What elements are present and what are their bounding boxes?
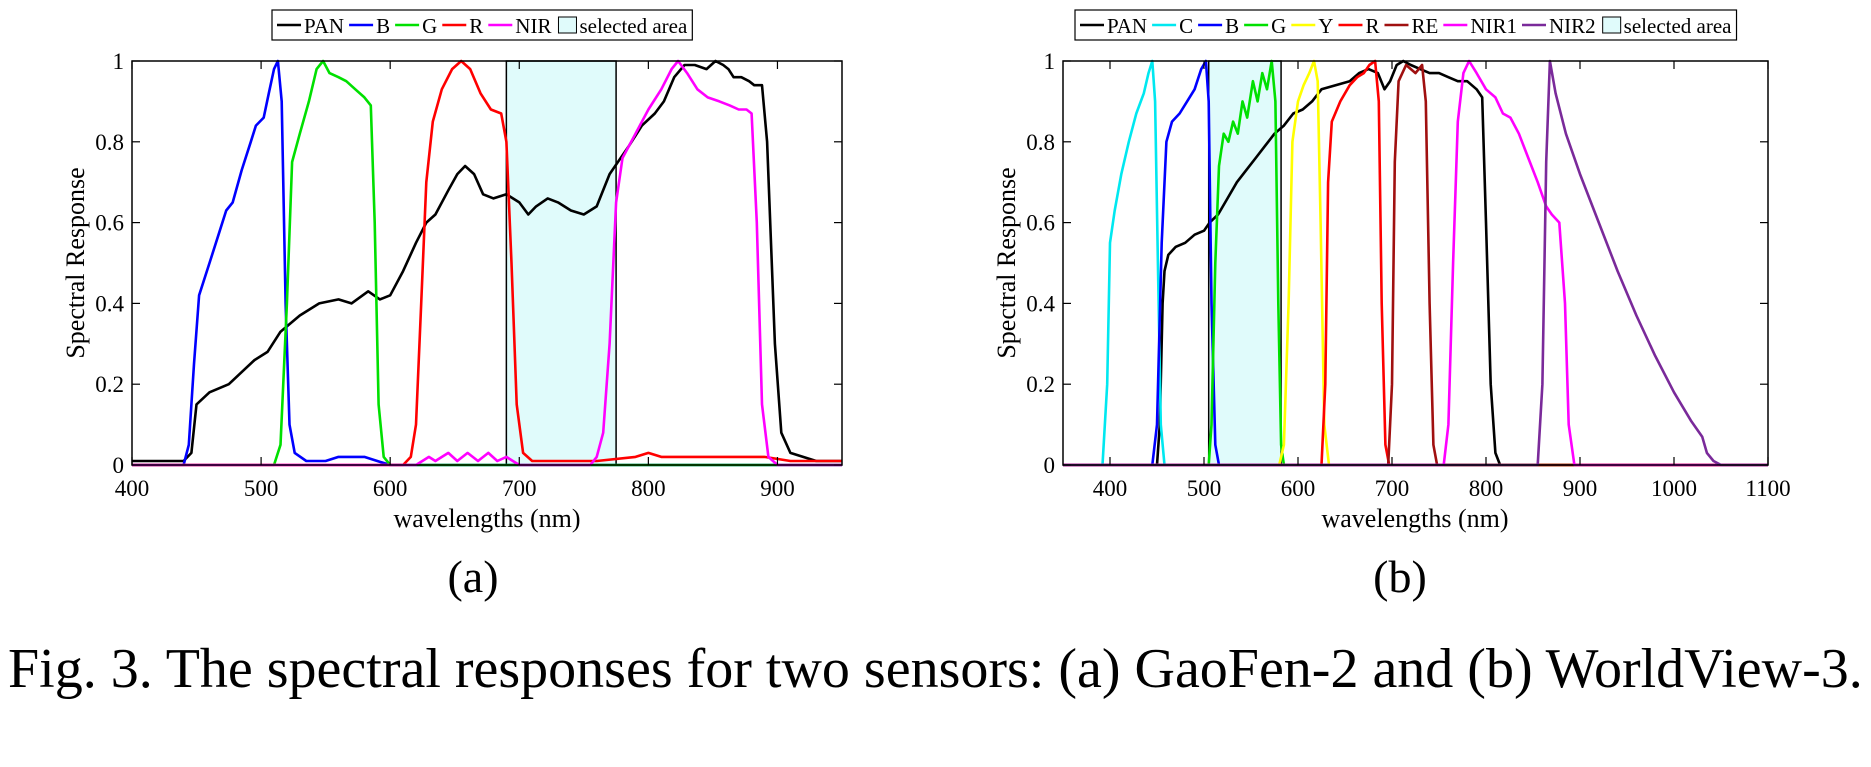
y-tick-label: 0.2 [1026,372,1055,397]
x-tick-label: 1000 [1651,476,1697,501]
series-line-nir [132,59,842,467]
x-tick-label: 700 [502,476,537,501]
legend-label: PAN [304,14,344,38]
y-axis-label-b: Spectral Response [992,167,1021,358]
y-tick-label: 0 [1044,453,1056,478]
legend-label: R [1365,14,1379,38]
legend-label: selected area [1624,14,1733,38]
legend-label: G [422,14,437,38]
axis-ticks-a: 400 500 600 700 800 900 0 0.2 0.4 0.6 0.8 1 [95,49,842,501]
series-line-g [132,59,842,467]
legend-label: R [469,14,483,38]
y-tick-label: 1 [1044,49,1056,74]
y-tick-label: 0.4 [95,291,124,316]
legend-label: NIR2 [1549,14,1596,38]
series-lines-a [132,59,842,467]
y-tick-label: 0.2 [95,372,124,397]
y-tick-label: 1 [113,49,125,74]
x-axis-label-a: wavelengths (nm) [393,504,580,533]
y-tick-label: 0.8 [1026,130,1055,155]
series-lines-b [1063,59,1768,467]
legend-box [271,9,693,41]
legend-label: RE [1411,14,1438,38]
series-line-g [1063,59,1768,467]
axis-ticks-b: 400 500 600 700 800 900 1000 1100 0 0.2 0.4 0.6 0.8 1 [1026,49,1790,501]
legend-label: B [376,14,390,38]
legend-b: PAN C B G Y R RE NIR1 NIR2 selected area [1074,9,1738,41]
x-tick-label: 500 [244,476,279,501]
x-tick-label: 600 [373,476,408,501]
selected-area-b [1207,60,1282,466]
y-tick-label: 0.8 [95,130,124,155]
legend-label: NIR1 [1470,14,1517,38]
legend-swatch-selected-area [557,16,577,34]
y-axis-label-a: Spectral Response [61,167,90,358]
x-tick-label: 800 [1469,476,1504,501]
legend-a: PAN B G R NIR selected area [271,9,693,41]
subfigure-label-a: (a) [447,551,498,602]
legend-label: selected area [579,14,688,38]
plot-frame-a [131,60,843,466]
series-line-nir2 [1063,59,1768,467]
x-tick-label: 1100 [1745,476,1790,501]
legend-label: G [1271,14,1286,38]
figure-caption: Fig. 3. The spectral responses for two s… [8,638,1863,700]
plot-area-a [132,61,842,465]
x-axis-label-b: wavelengths (nm) [1321,504,1508,533]
x-tick-label: 500 [1187,476,1222,501]
series-line-r [132,59,842,467]
legend-label: NIR [515,14,551,38]
plot-frame-b [1062,60,1769,466]
legend-label: Y [1318,14,1333,38]
x-tick-label: 800 [631,476,666,501]
y-tick-label: 0.4 [1026,291,1055,316]
x-tick-label: 900 [760,476,795,501]
plot-area-b [1063,61,1768,465]
subfigure-label-b: (b) [1373,551,1427,602]
series-line-re [1063,63,1768,467]
x-tick-label: 600 [1281,476,1316,501]
chart-panel-a: 400 500 600 700 800 900 0 0.2 0.4 0.6 0.8 1 wavelen… [61,9,843,602]
legend-label: PAN [1107,14,1147,38]
y-tick-label: 0 [113,453,125,478]
series-line-r [1063,59,1768,467]
x-tick-label: 900 [1563,476,1598,501]
legend-swatch-selected-area [1602,16,1622,34]
x-tick-label: 400 [115,476,150,501]
series-line-b [132,59,842,467]
series-line-nir1 [1063,59,1768,467]
series-line-pan [132,59,842,463]
selected-area-a [505,60,617,466]
x-tick-label: 400 [1093,476,1128,501]
legend-label: C [1179,14,1193,38]
y-tick-label: 0.6 [95,211,124,236]
y-tick-label: 0.6 [1026,211,1055,236]
chart-panel-b: 400 500 600 700 800 900 1000 1100 0 0.2 0.4 0.6 0.8 1… [992,9,1791,602]
legend-label: B [1225,14,1239,38]
x-tick-label: 700 [1375,476,1410,501]
